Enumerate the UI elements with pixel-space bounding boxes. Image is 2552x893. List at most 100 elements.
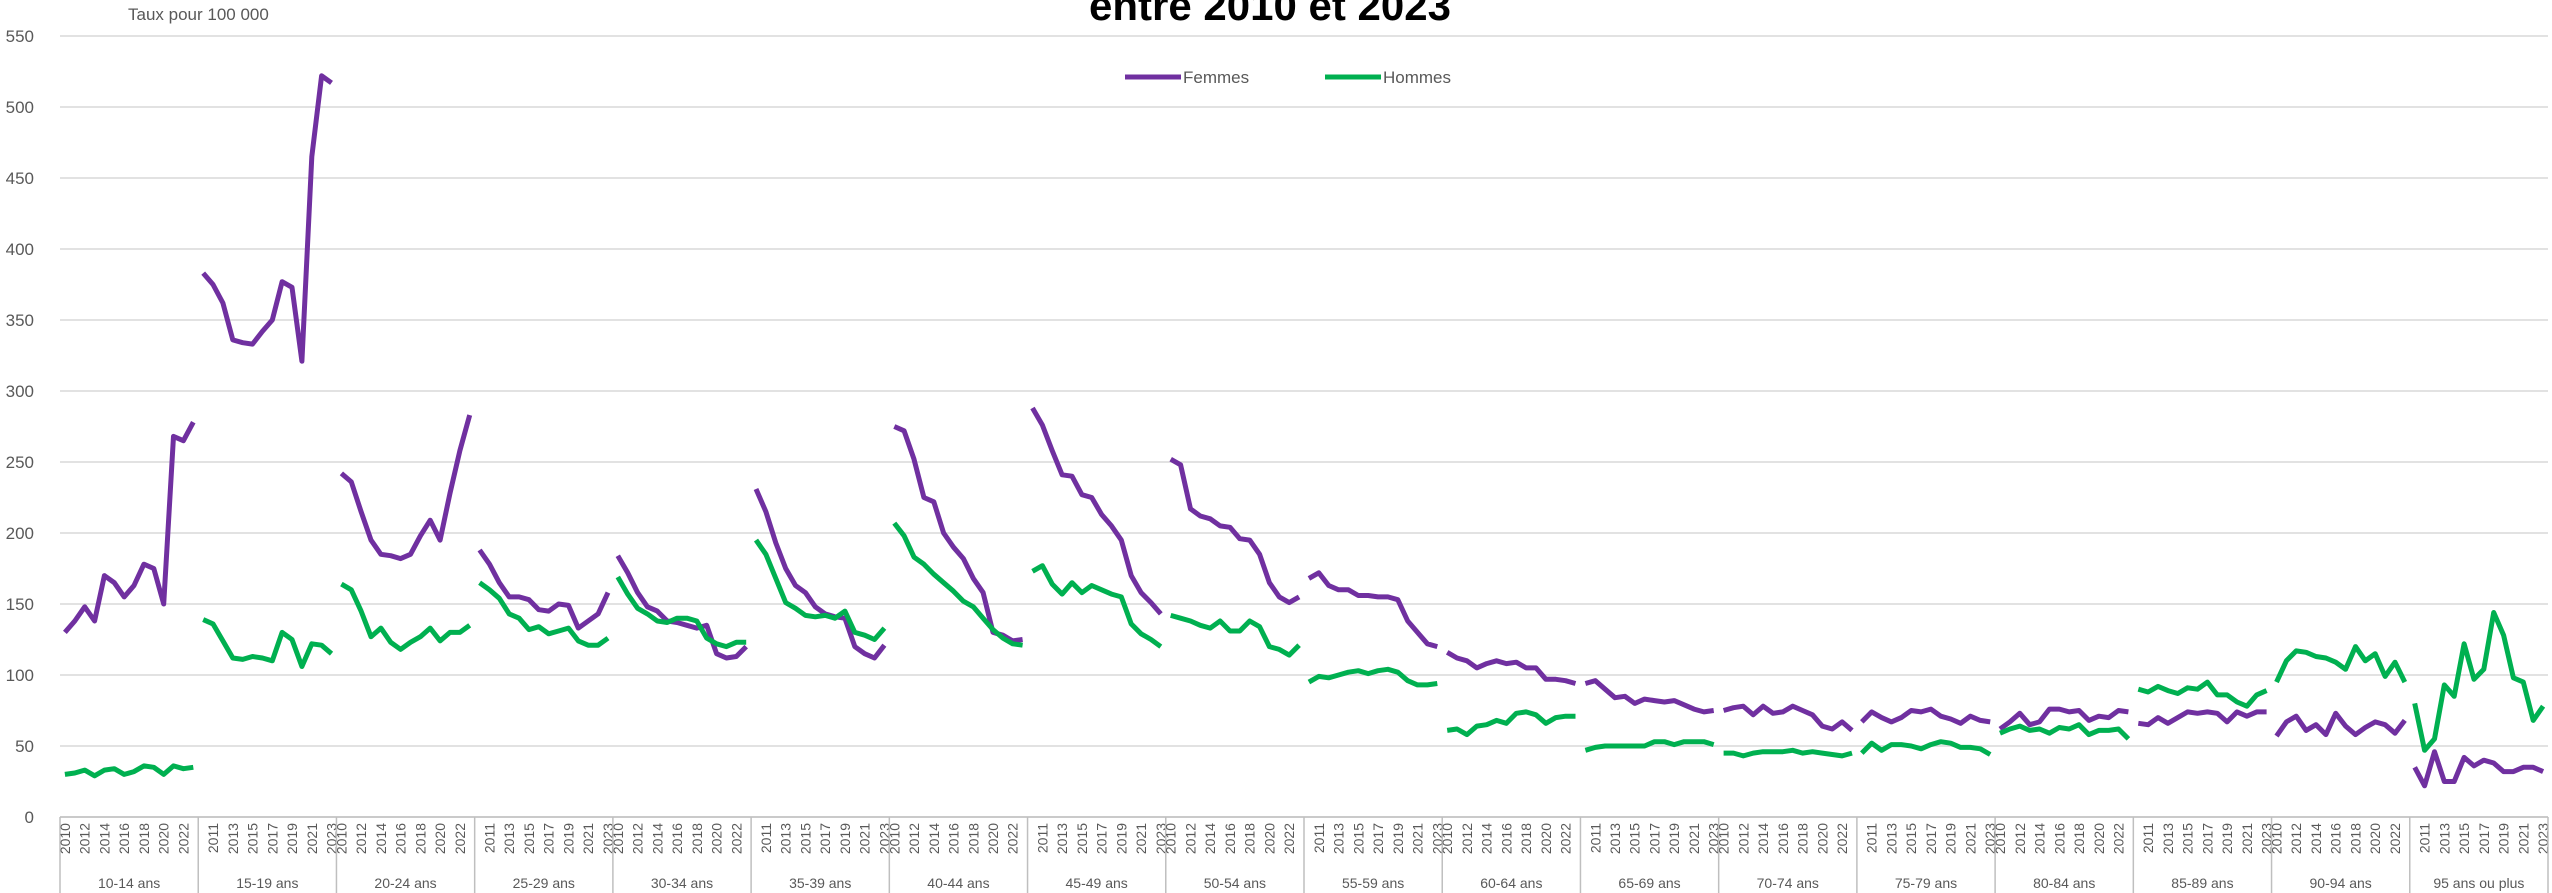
x-tick-label: 2017 [817,823,833,854]
series-line [2274,710,2407,738]
x-tick-label: 2016 [1222,823,1238,854]
x-tick-label: 2022 [175,823,191,854]
series-line [1169,457,1301,606]
series-line [753,488,887,661]
x-tick-label: 2017 [1646,823,1662,854]
group-label: 50-54 ans [1204,875,1266,891]
x-tick-label: 2018 [1518,823,1534,854]
x-tick-label: 2022 [1558,823,1574,854]
x-tick-label: 2019 [1943,823,1959,854]
series-line [2137,679,2268,709]
x-tick-label: 2011 [1587,823,1603,853]
series-line [477,548,611,631]
x-tick-label: 2014 [1479,823,1495,854]
x-tick-label: 2019 [2219,823,2235,854]
x-tick-label: 2015 [1627,823,1643,854]
x-tick-label: 2023 [600,823,616,854]
x-tick-label: 2011 [2140,823,2156,853]
x-tick-label: 2015 [1074,823,1090,854]
x-tick-label: 2013 [2160,823,2176,854]
x-tick-label: 2014 [96,823,112,854]
group-label: 25-29 ans [513,875,575,891]
series-line [1860,739,1992,757]
x-tick-label: 2018 [1242,823,1258,854]
x-tick-label: 2013 [1883,823,1899,854]
x-tick-label: 2014 [373,823,389,854]
series-line [1031,563,1163,649]
x-tick-label: 2017 [1370,823,1386,854]
series-line [1446,709,1576,738]
y-tick-label: 300 [6,382,34,401]
x-tick-label: 2023 [324,823,340,854]
x-tick-label: 2020 [1261,823,1277,854]
x-tick-label: 2011 [205,823,221,853]
series-line [615,575,747,650]
x-tick-label: 2015 [1903,823,1919,854]
x-tick-label: 2021 [580,823,596,854]
x-tick-label: 2015 [1350,823,1366,854]
y-tick-label: 100 [6,666,34,685]
group-label: 45-49 ans [1066,875,1128,891]
series-line [1307,666,1438,688]
x-tick-label: 2018 [2071,823,2087,854]
series-line [1030,406,1163,616]
x-tick-label: 2011 [1311,823,1327,853]
x-tick-label: 2018 [136,823,152,854]
x-tick-label: 2013 [2436,823,2452,854]
x-tick-label: 2013 [1331,823,1347,854]
x-tick-label: 2016 [2328,823,2344,854]
x-tick-label: 2014 [2308,823,2324,854]
x-tick-label: 2013 [1054,823,1070,854]
y-tick-label: 250 [6,453,34,472]
x-tick-label: 2018 [1795,823,1811,854]
x-tick-label: 2017 [1923,823,1939,854]
group-label: 95 ans ou plus [2433,875,2524,891]
series-line [753,538,887,642]
x-tick-label: 2018 [689,823,705,854]
x-tick-label: 2019 [1666,823,1682,854]
x-tick-label: 2012 [2012,823,2028,854]
x-tick-label: 2022 [1281,823,1297,854]
group-label: 10-14 ans [98,875,160,891]
series-line [340,581,472,652]
x-tick-label: 2014 [649,823,665,854]
legend-label: Hommes [1383,68,1451,87]
x-tick-label: 2010 [57,823,73,854]
x-tick-label: 2020 [1538,823,1554,854]
group-label: 30-34 ans [651,875,713,891]
group-label: 90-94 ans [2310,875,2372,891]
x-tick-label: 2023 [1982,823,1998,854]
group-label: 20-24 ans [374,875,436,891]
x-tick-label: 2020 [709,823,725,854]
x-tick-label: 2021 [1962,823,1978,854]
group-label: 65-69 ans [1618,875,1680,891]
y-tick-label: 450 [6,169,34,188]
x-tick-label: 2010 [610,823,626,854]
x-tick-label: 2012 [630,823,646,854]
x-tick-label: 2022 [728,823,744,854]
series-line [1998,706,2129,732]
x-tick-label: 2013 [778,823,794,854]
x-tick-label: 2016 [946,823,962,854]
series-line [64,763,194,779]
x-tick-label: 2015 [2456,823,2472,854]
x-tick-label: 2016 [393,823,409,854]
x-tick-label: 2010 [1716,823,1732,854]
x-tick-label: 2010 [333,823,349,854]
x-tick-label: 2011 [1034,823,1050,853]
x-tick-label: 2015 [797,823,813,854]
x-tick-label: 2023 [1429,823,1445,854]
x-tick-label: 2019 [1390,823,1406,854]
x-tick-label: 2020 [985,823,1001,854]
x-tick-label: 2020 [1814,823,1830,854]
x-tick-label: 2014 [2032,823,2048,854]
group-label: 70-74 ans [1757,875,1819,891]
x-tick-label: 2015 [521,823,537,854]
group-label: 75-79 ans [1895,875,1957,891]
x-tick-label: 2020 [432,823,448,854]
x-tick-label: 2022 [1834,823,1850,854]
x-tick-label: 2022 [2387,823,2403,854]
series-line [2274,644,2408,684]
x-tick-label: 2021 [2515,823,2531,854]
